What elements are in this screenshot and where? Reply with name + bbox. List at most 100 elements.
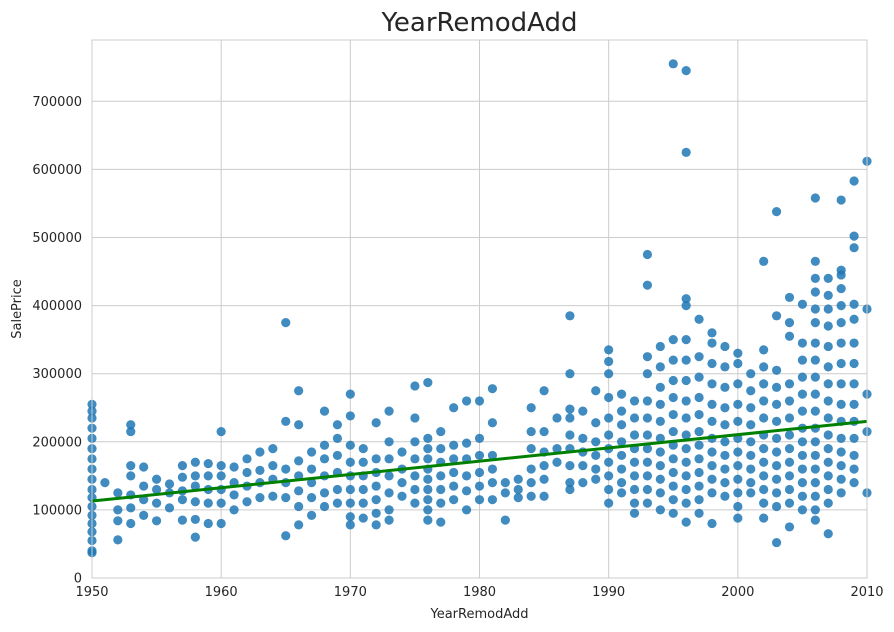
data-point [371,481,381,491]
data-point [423,454,433,464]
data-point [720,478,730,488]
data-point [281,416,291,426]
data-point [655,488,665,498]
data-point [694,440,704,450]
data-point [668,335,678,345]
data-point [203,471,213,481]
data-point [591,474,601,484]
data-point [616,488,627,498]
data-point [242,497,252,507]
data-point [461,396,472,406]
data-point [810,450,820,461]
data-point [836,447,846,457]
data-point [604,471,614,481]
data-point [268,491,278,501]
data-point [707,379,717,389]
data-point [849,399,859,409]
data-point [423,495,433,505]
data-point [668,495,678,505]
data-point [203,498,213,508]
data-point [604,484,614,495]
data-point [797,450,808,461]
data-point [797,299,808,309]
data-point [190,532,200,542]
data-point [500,488,510,498]
data-point [306,447,317,457]
data-point [591,418,601,428]
data-point [849,478,859,488]
data-point [784,430,795,440]
data-point [771,433,782,443]
chart-title: YearRemodAdd [380,8,577,38]
data-point [642,457,653,467]
data-point [487,464,498,474]
data-point [423,474,433,484]
data-point [694,495,704,505]
data-point [294,420,304,430]
data-point [436,426,446,437]
data-point [849,450,859,461]
data-point [746,386,756,396]
x-tick-label: 1950 [75,585,108,600]
data-point [319,488,330,498]
data-point [629,484,640,495]
data-point [552,444,562,454]
data-point [345,411,355,421]
data-point [784,484,795,495]
x-axis-label: YearRemodAdd [429,607,528,622]
data-point [759,484,769,495]
data-point [681,517,691,527]
data-point [797,491,808,501]
plot-frame [91,39,868,579]
data-point [771,474,782,484]
data-point [642,471,653,481]
data-point [810,515,820,525]
data-point [126,426,136,437]
data-point [487,450,498,461]
data-point [797,478,808,488]
data-point [371,520,381,530]
data-point [461,486,472,496]
data-point [810,491,820,501]
data-point [332,484,343,495]
data-point [423,505,433,515]
data-point [797,389,808,399]
data-point [668,508,678,518]
data-point [823,290,833,300]
y-tick-label: 400000 [32,299,82,314]
data-point [642,430,653,440]
data-point [642,498,653,508]
x-tick-label: 1960 [205,585,238,600]
y-tick-label: 600000 [32,163,82,178]
data-point [642,249,653,260]
data-point [578,478,588,488]
data-point [526,491,536,501]
data-point [849,243,859,253]
data-point [474,481,485,491]
data-point [216,426,226,437]
data-point [255,447,265,457]
data-point [720,464,730,474]
regression-line-path [91,419,868,503]
data-point [164,503,175,513]
data-point [526,478,536,488]
data-point [410,471,420,481]
data-point [294,386,304,396]
data-point [668,426,678,437]
data-point [823,529,833,539]
data-point [823,484,833,495]
data-point [190,497,200,507]
data-point [720,437,730,447]
data-point [681,498,691,508]
data-point [797,372,808,382]
data-point [681,335,691,345]
data-point [423,377,433,388]
data-point [306,464,317,474]
data-point [113,488,123,498]
data-point [539,386,549,396]
y-tick-label: 100000 [32,503,82,518]
data-point [397,478,407,488]
data-point [591,450,601,461]
data-point [836,358,846,369]
data-point [694,426,704,437]
